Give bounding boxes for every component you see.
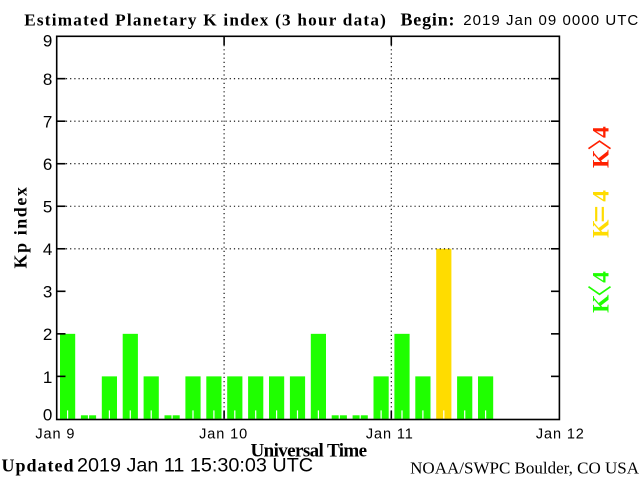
svg-text:4: 4 <box>589 271 615 283</box>
svg-text:Jan 11: Jan 11 <box>366 426 414 442</box>
svg-text:2019 Jan 09 0000 UTC: 2019 Jan 09 0000 UTC <box>463 12 639 29</box>
svg-text:Begin:: Begin: <box>401 10 456 30</box>
svg-text:7: 7 <box>43 113 52 132</box>
svg-text:Jan 12: Jan 12 <box>536 426 585 442</box>
svg-text:1: 1 <box>43 368 52 387</box>
svg-text:Kp index: Kp index <box>11 186 31 269</box>
svg-text:9: 9 <box>43 31 52 50</box>
svg-text:Jan 10: Jan 10 <box>199 426 248 442</box>
svg-text:4: 4 <box>43 240 52 259</box>
svg-text:6: 6 <box>43 155 52 174</box>
svg-text:NOAA/SWPC Boulder, CO USA: NOAA/SWPC Boulder, CO USA <box>410 459 640 478</box>
svg-text:K: K <box>589 149 615 168</box>
svg-text:K: K <box>589 219 615 238</box>
svg-text:2019 Jan 11 15:30:03 UTC: 2019 Jan 11 15:30:03 UTC <box>77 455 313 477</box>
svg-text:Jan 9: Jan 9 <box>35 426 75 442</box>
svg-text:Estimated Planetary K index (3: Estimated Planetary K index (3 hour data… <box>24 11 387 30</box>
svg-text:2: 2 <box>43 325 52 344</box>
svg-text:8: 8 <box>43 70 52 89</box>
svg-text:Updated: Updated <box>2 456 75 476</box>
svg-text:Universal Time: Universal Time <box>251 441 367 462</box>
svg-text:K: K <box>589 294 615 313</box>
svg-text:0: 0 <box>43 405 52 424</box>
svg-text:5: 5 <box>43 198 52 217</box>
svg-text:4: 4 <box>589 126 615 138</box>
svg-text:3: 3 <box>43 283 52 302</box>
svg-text:4: 4 <box>589 190 615 202</box>
